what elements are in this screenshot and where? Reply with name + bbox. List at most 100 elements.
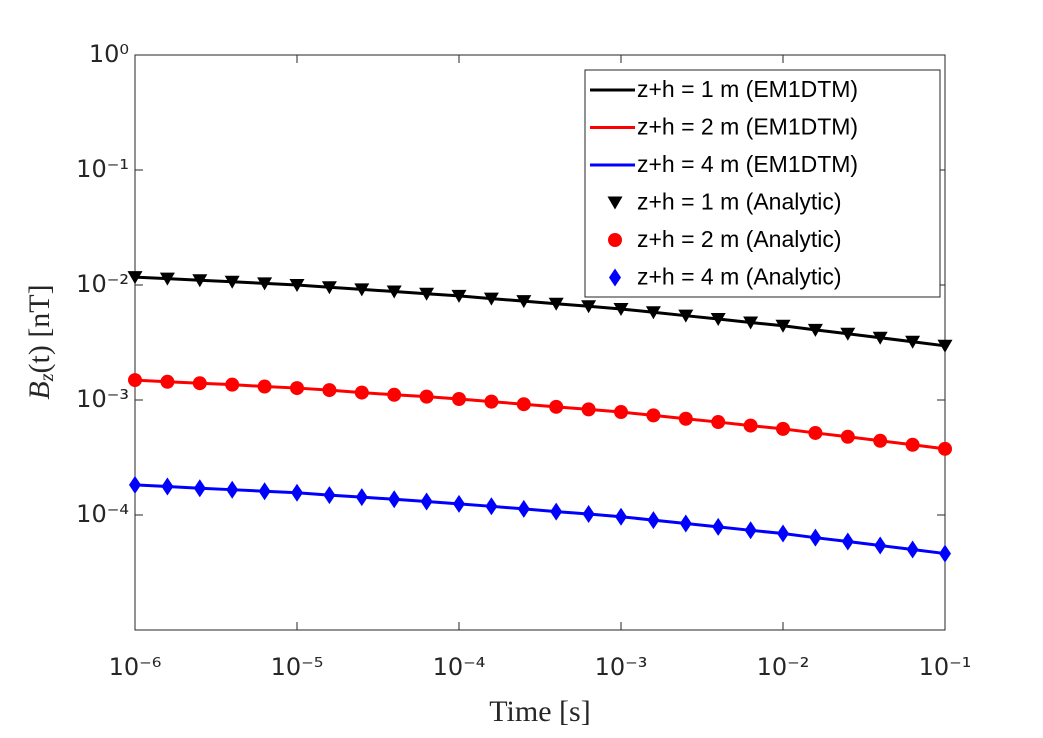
marker [420,492,433,511]
marker [614,405,628,420]
marker [388,490,401,509]
marker [419,389,434,404]
marker [354,283,370,297]
y-label-base: B [23,381,56,399]
marker [678,411,693,426]
marker [744,521,757,540]
x-tick-label: 10⁻² [757,653,810,681]
x-tick-label: 10⁻¹ [919,653,972,681]
legend-box [584,69,941,298]
marker [453,494,465,513]
marker [161,477,174,496]
marker [485,497,498,516]
y-tick-label: 10⁰ [89,40,129,68]
legend-marker [609,268,621,287]
marker [840,429,855,444]
marker [743,316,759,330]
marker [192,274,208,288]
marker [841,532,854,551]
marker [257,277,273,291]
legend-marker [608,233,622,247]
marker [872,331,888,345]
y-label-sub: z [36,373,58,382]
marker [873,433,888,448]
marker [776,421,790,436]
marker [939,544,951,563]
marker [321,281,337,295]
marker [840,327,856,341]
marker [354,385,369,400]
x-tick-label: 10⁻⁵ [271,653,324,681]
marker [808,425,823,440]
marker [906,540,919,559]
marker [548,297,564,311]
marker [807,323,823,337]
marker [874,536,887,555]
legend-label: z+h = 1 m (Analytic) [637,189,842,215]
marker [549,399,564,414]
marker [905,437,920,452]
marker [323,486,336,505]
marker [937,339,953,353]
marker [452,392,466,407]
marker [646,408,661,423]
marker [484,394,499,409]
legend-label: z+h = 2 m (Analytic) [637,226,842,252]
marker [517,499,530,518]
legend-label: z+h = 4 m (Analytic) [637,264,842,290]
marker [516,295,532,309]
marker [225,377,240,392]
marker [777,524,789,543]
data-line [134,275,946,348]
y-tick-label: 10⁻³ [76,385,129,413]
y-tick-label: 10⁻² [76,270,129,298]
marker [289,279,305,292]
legend-marker [607,196,623,210]
x-tick-label: 10⁻³ [595,653,648,681]
x-tick-label: 10⁻⁶ [109,653,162,681]
marker [193,479,206,498]
x-axis-label: Time [s] [489,695,590,728]
y-tick-label: 10⁻⁴ [76,500,129,528]
marker [712,517,725,536]
marker [387,387,402,402]
marker [581,300,597,314]
marker [938,441,952,456]
marker [322,383,337,398]
marker [159,272,175,286]
marker [224,275,240,289]
marker [290,381,304,396]
marker [127,271,143,285]
marker [582,505,595,524]
marker [129,475,141,494]
y-label-rest: (t) [nT] [23,284,56,373]
x-tick-label: 10⁻⁴ [433,653,486,681]
marker [775,319,791,333]
marker [516,397,531,412]
marker [710,313,726,327]
legend-label: z+h = 1 m (EM1DTM) [637,76,858,102]
marker [257,379,272,394]
marker [291,483,303,502]
marker [258,482,271,501]
marker [128,373,142,388]
marker [355,488,368,507]
marker [192,376,207,391]
marker [550,502,563,521]
marker [581,402,596,417]
y-tick-label: 10⁻¹ [76,155,129,183]
marker [483,292,499,306]
marker [226,480,239,499]
marker [711,415,726,430]
marker [905,335,921,349]
marker [645,306,661,320]
marker [743,418,758,433]
marker [386,285,402,299]
marker [613,302,629,316]
marker [809,528,822,547]
marker [647,511,660,530]
marker [615,507,627,526]
marker [678,309,694,323]
legend-label: z+h = 2 m (EM1DTM) [637,114,858,140]
